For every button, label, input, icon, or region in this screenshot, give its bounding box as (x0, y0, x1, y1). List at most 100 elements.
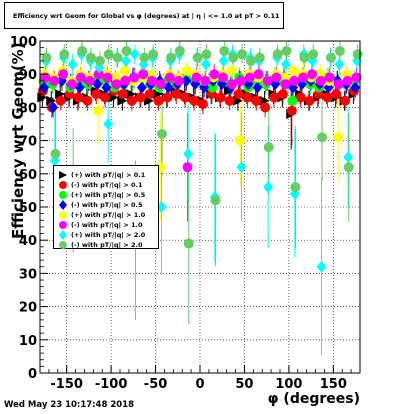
data-point (93, 69, 104, 80)
y-tick-label: 100 (10, 35, 37, 50)
x-tick-label: -50 (144, 377, 168, 392)
data-point (233, 89, 244, 100)
legend-label: (-) with pT/|q| > 0.5 (71, 201, 143, 209)
legend-marker-shape (59, 191, 67, 199)
data-point (108, 92, 119, 103)
data-point (155, 79, 166, 90)
data-point (138, 69, 149, 80)
data-point (94, 61, 105, 74)
data-point (75, 72, 86, 83)
data-point (144, 95, 155, 106)
legend-label: (-) with pT/|q| > 1.0 (71, 221, 143, 229)
data-point (191, 72, 202, 83)
y-tick-label: 70 (19, 135, 37, 150)
data-point (152, 89, 163, 100)
data-point (103, 118, 114, 130)
data-point (333, 132, 344, 143)
data-point (171, 89, 182, 100)
data-point (289, 75, 300, 86)
data-point (67, 79, 78, 90)
data-point (244, 72, 255, 83)
data-point (111, 79, 122, 90)
data-point (299, 52, 310, 63)
data-point (153, 95, 164, 106)
legend-label: (+) with pT/|q| > 0.5 (71, 191, 146, 199)
data-point (82, 95, 93, 106)
data-point (352, 49, 363, 60)
legend-entry: (+) with pT/|q| > 0.1 (54, 170, 158, 180)
data-point (162, 92, 173, 103)
data-point (183, 238, 194, 249)
x-axis-label: φ (degrees) (267, 391, 360, 407)
data-point (343, 162, 354, 173)
data-point (100, 92, 111, 103)
data-point (77, 45, 88, 56)
tick-labels: -150 -100 -50 0 50 100 150 0 10 20 30 40 50 60 70 80 90 1… (10, 35, 347, 392)
data-point (209, 69, 220, 80)
data-point (144, 89, 155, 100)
data-point (307, 69, 318, 80)
data-point (93, 105, 104, 116)
title-box: Efficiency wrt Geom for Global vs φ (deg… (4, 2, 284, 29)
data-point (48, 101, 59, 114)
data-point (218, 72, 229, 83)
legend-label: (+) with pT/|q| > 1.0 (71, 211, 146, 219)
data-point (295, 92, 306, 103)
data-point (120, 54, 131, 67)
data-point (251, 95, 262, 106)
y-tick-label: 0 (28, 367, 37, 382)
legend-marker-shape (59, 200, 67, 210)
data-point (235, 135, 246, 146)
data-point (324, 72, 335, 83)
data-point (262, 75, 273, 86)
data-point (182, 162, 193, 173)
data-point (290, 182, 301, 193)
data-point (74, 81, 85, 94)
data-point (316, 260, 327, 273)
legend-marker-shape (59, 241, 67, 249)
data-point (147, 75, 158, 86)
data-point (181, 74, 192, 87)
data-point (253, 69, 264, 80)
legend-marker (59, 191, 67, 199)
data-point (200, 58, 211, 71)
data-point (218, 54, 229, 67)
data-point (165, 52, 176, 63)
legend-marker-shape (59, 211, 67, 219)
data-point (192, 52, 203, 63)
data-point (129, 72, 140, 83)
axis-ticks (40, 40, 352, 374)
data-point (340, 95, 351, 106)
legend-marker (59, 181, 67, 189)
y-tick-label: 80 (19, 101, 37, 116)
y-tick-label: 60 (19, 168, 37, 183)
data-point (263, 142, 274, 153)
data-point (40, 72, 51, 83)
data-point (200, 75, 211, 86)
data-point (228, 52, 239, 63)
data-point (334, 58, 345, 71)
data-point (351, 72, 362, 83)
data-point (120, 75, 131, 86)
data-point (50, 148, 61, 159)
legend-entry: (-) with pT/|q| > 0.5 (54, 200, 158, 210)
data-point (117, 95, 128, 106)
x-tick-label: 50 (235, 377, 253, 392)
data-point (183, 147, 194, 160)
legend-marker-shape (59, 181, 67, 189)
data-point (102, 72, 113, 83)
legend-marker (59, 230, 67, 240)
data-point (322, 92, 333, 103)
data-point (259, 95, 270, 106)
data-points (37, 45, 363, 273)
data-point (286, 105, 297, 116)
data-point (215, 92, 226, 103)
data-point (126, 95, 137, 106)
legend-entry: (-) with pT/|q| > 0.1 (54, 180, 158, 190)
data-point (331, 89, 342, 100)
data-point (58, 69, 69, 80)
data-point (46, 95, 57, 106)
data-point (55, 95, 66, 106)
legend-entry: (-) with pT/|q| > 2.0 (54, 240, 158, 250)
